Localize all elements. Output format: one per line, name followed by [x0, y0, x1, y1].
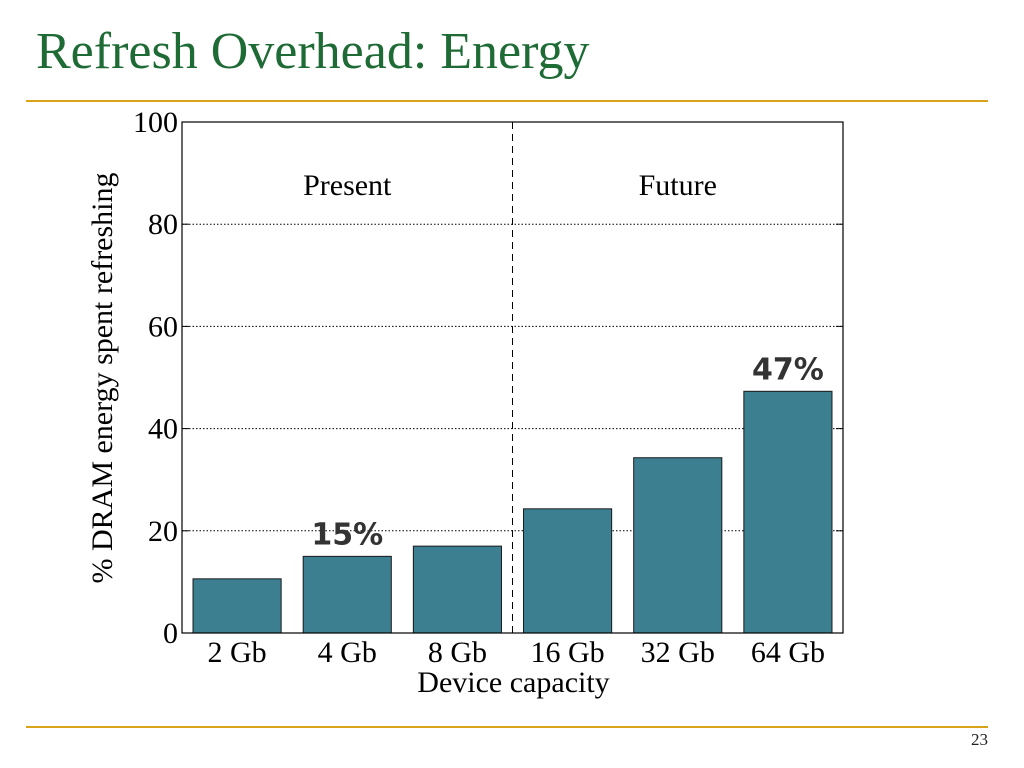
plot-frame — [181, 121, 844, 634]
bar — [743, 390, 833, 634]
x-tick-label: 2 Gb — [207, 636, 266, 669]
page-number: 23 — [971, 730, 988, 749]
bar — [523, 508, 613, 634]
bar — [192, 578, 282, 634]
x-tick-label: 16 Gb — [530, 636, 604, 669]
y-tick-label: 80 — [148, 208, 178, 241]
slide-title: Refresh Overhead: Energy — [36, 23, 590, 80]
y-tick-label: 60 — [148, 310, 178, 343]
x-tick-label: 8 Gb — [428, 636, 487, 669]
bar — [412, 545, 502, 634]
x-axis-label: Device capacity — [417, 666, 609, 699]
footer-divider — [26, 726, 988, 728]
x-tick-label: 4 Gb — [318, 636, 377, 669]
x-tick-label: 64 Gb — [751, 636, 825, 669]
bar — [302, 555, 392, 634]
y-tick-label: 0 — [163, 617, 178, 650]
value-annotation: 15% — [311, 517, 383, 552]
value-annotation: 47% — [752, 352, 824, 387]
y-axis-label: % DRAM energy spent refreshing — [86, 172, 119, 583]
title-divider — [26, 100, 988, 102]
y-tick-label: 40 — [148, 413, 178, 446]
x-tick-label: 32 Gb — [641, 636, 715, 669]
region-label: Present — [303, 169, 392, 202]
region-label: Future — [639, 169, 717, 202]
y-tick-label: 20 — [148, 515, 178, 548]
bar — [633, 457, 723, 634]
y-tick-label: 100 — [133, 106, 178, 139]
